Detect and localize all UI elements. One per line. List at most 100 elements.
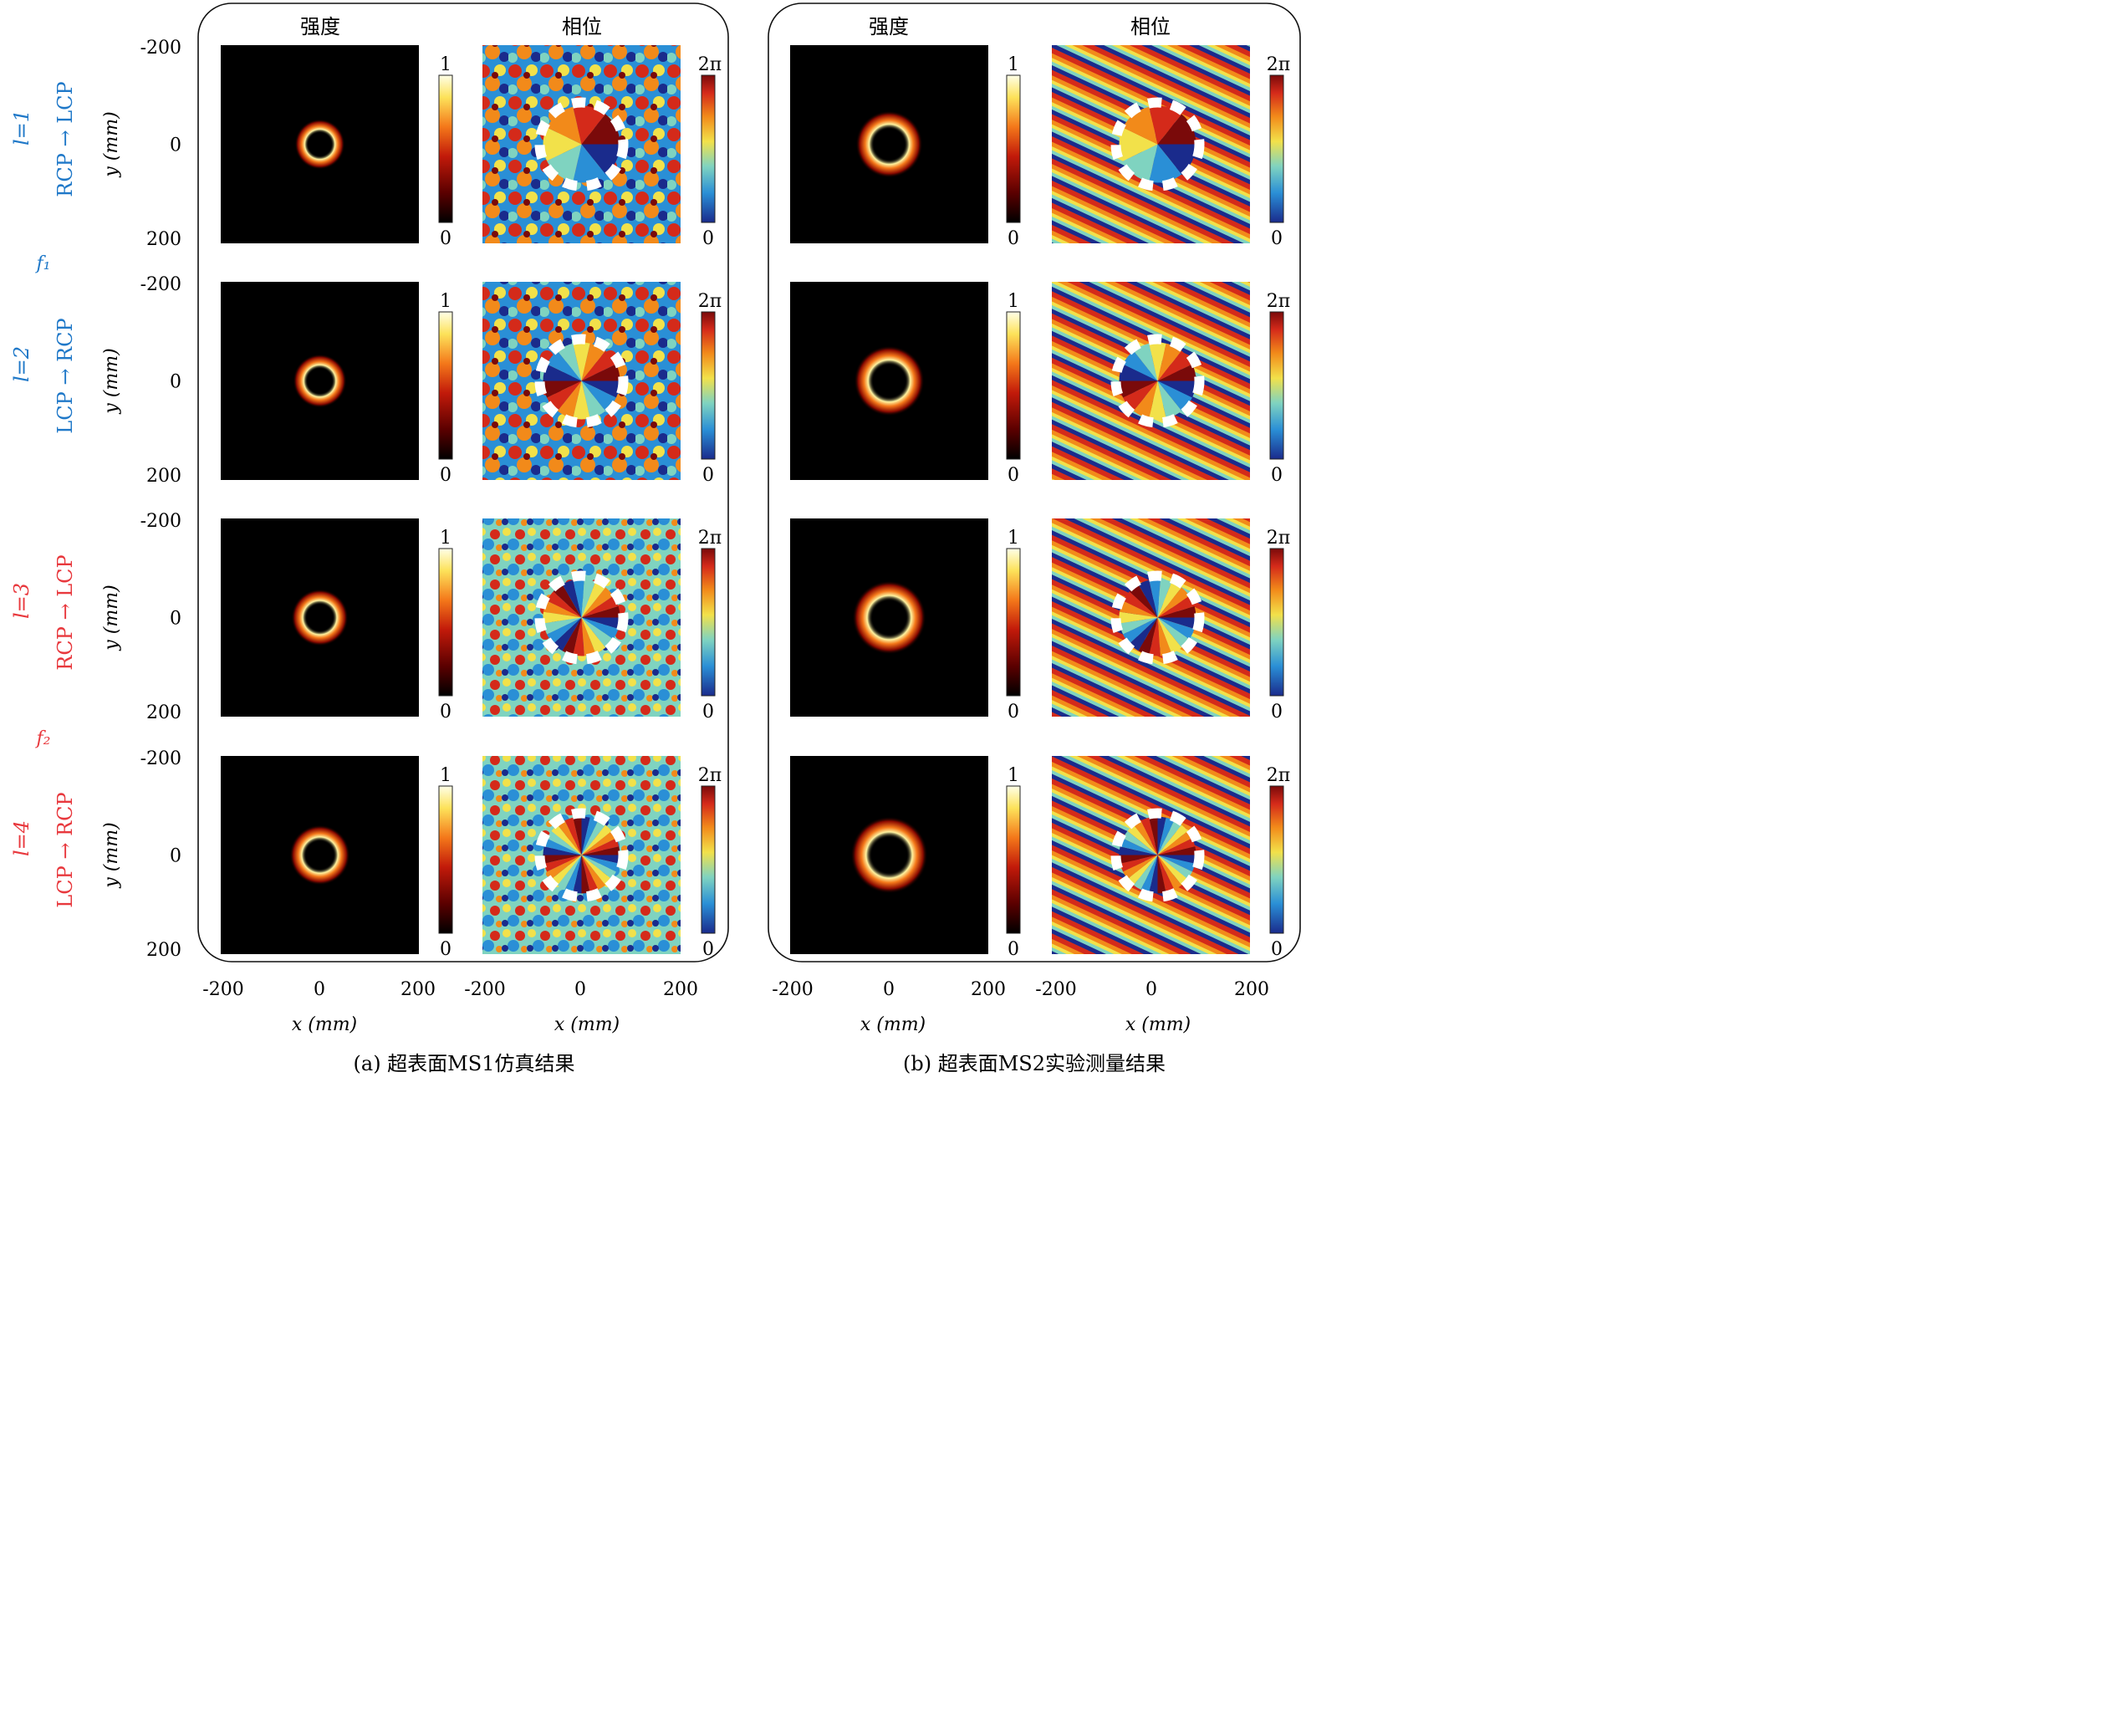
phase-sector [581,825,612,855]
phase-sector [1157,855,1196,864]
phase-sector [1149,105,1182,145]
phase-sector [553,584,582,618]
phase-sector [581,587,614,618]
x-tick-b-ph-zero: 0 [1145,979,1157,1000]
phase-sector [1140,817,1158,855]
phase-sector [543,364,582,381]
phase-sector [1157,617,1190,648]
phase-map-b-l2 [1052,282,1250,480]
colorbar-min-label: 0 [1271,465,1283,486]
phase-sector [1120,855,1158,872]
row-l-label: l=3 [10,583,33,619]
dashed-ring [534,808,629,902]
phase-sector [581,816,590,855]
phase-map-a-l1 [482,45,681,243]
phase-sector [1157,144,1196,175]
phase-sector [573,617,584,656]
y-tick-min: -200 [140,274,181,295]
intensity-map-b-l3 [790,518,988,717]
phase-sector [581,817,599,855]
colorbar-min-label: 0 [1271,939,1283,960]
phase-sector [1157,343,1182,381]
phase-sector [557,855,582,890]
phase-sector [1149,816,1158,855]
colorbar-max-label: 1 [1008,528,1019,549]
colorbar-min-label: 0 [440,939,452,960]
vortex-ring [854,345,925,416]
x-label-a-intensity: x (mm) [292,1014,357,1035]
phase-sector [1157,817,1175,855]
dashed-ring [1110,97,1205,191]
phase-sector [1149,144,1182,183]
col-title-phase-a: 相位 [562,15,602,38]
colorbar-min-label: 0 [440,465,452,486]
x-tick-a-int-max: 200 [400,979,436,1000]
phase-sector [1123,380,1158,411]
phase-sector [1149,342,1166,381]
vortex-ring [293,354,347,408]
phase-colorbar-a: 2π 0 [698,291,722,486]
y-tick-zero: 0 [170,135,181,156]
phase-sector [1157,579,1172,618]
phase-sector [581,617,614,648]
phase-sector [581,855,616,880]
phase-map-b-l4 [1052,756,1250,954]
intensity-colorbar-a: 10 [438,765,453,960]
phase-sector [1157,838,1196,855]
phase-sector [581,830,616,855]
phase-sector [581,380,620,398]
phase-sector [1123,350,1158,381]
phase-sector [1120,617,1158,635]
phase-sector [1119,127,1158,161]
phase-sector [1129,584,1158,618]
phase-sector [1157,617,1172,656]
phase-sector [1149,617,1161,656]
phase-sector [557,343,582,381]
phase-colorbar-b: 2π 0 [1267,54,1290,249]
phase-sector [581,846,620,855]
phase-map-a-l4 [482,756,681,954]
colorbar-max-label: 2π [698,291,722,312]
phase-map-b-l1 [1052,45,1250,243]
phase-sector [581,364,620,381]
phase-sector [581,617,596,656]
y-tick-max: 200 [146,466,181,487]
phase-sector [564,817,582,855]
phase-sector [1138,617,1158,656]
phase-sector [573,105,606,145]
intensity-map-b-l1 [790,45,988,243]
colorbar-max-label: 2π [1267,54,1290,75]
colorbar-max-label: 2π [1267,765,1290,786]
phase-sector [1133,343,1158,381]
frequency-label-f1: f₁ [35,253,51,274]
x-tick-a-ph-max: 200 [663,979,698,1000]
y-tick-zero: 0 [170,609,181,630]
vortex-ring [852,580,926,655]
phase-sector [581,820,606,855]
row-conversion-label: LCP → RCP [54,792,77,907]
phase-sector [562,617,582,656]
x-label-b-phase: x (mm) [1125,1014,1191,1035]
y-tick-min: -200 [140,511,181,532]
panel-b-frame [768,3,1301,962]
colorbar-min-label: 0 [1008,465,1019,486]
phase-sector [551,825,582,855]
phase-colorbar-b: 2π 0 [1267,291,1290,486]
phase-sector [581,579,596,618]
phase-sector [573,342,590,381]
colorbar-min-label: 0 [1271,702,1283,722]
colorbar-max-label: 2π [698,528,722,549]
colorbar-max-label: 1 [440,54,452,75]
colorbar-max-label: 2π [698,765,722,786]
x-tick-b-int-zero: 0 [883,979,895,1000]
panel-a-frame [197,3,729,962]
x-tick-a-ph-zero: 0 [574,979,586,1000]
phase-sector [553,617,582,651]
intensity-colorbar-a: 10 [438,54,453,249]
phase-sector [547,855,582,880]
dashed-ring [1110,334,1205,428]
phase-sector [581,605,620,618]
phase-sector [1123,591,1158,618]
phase-sector [1120,600,1158,618]
